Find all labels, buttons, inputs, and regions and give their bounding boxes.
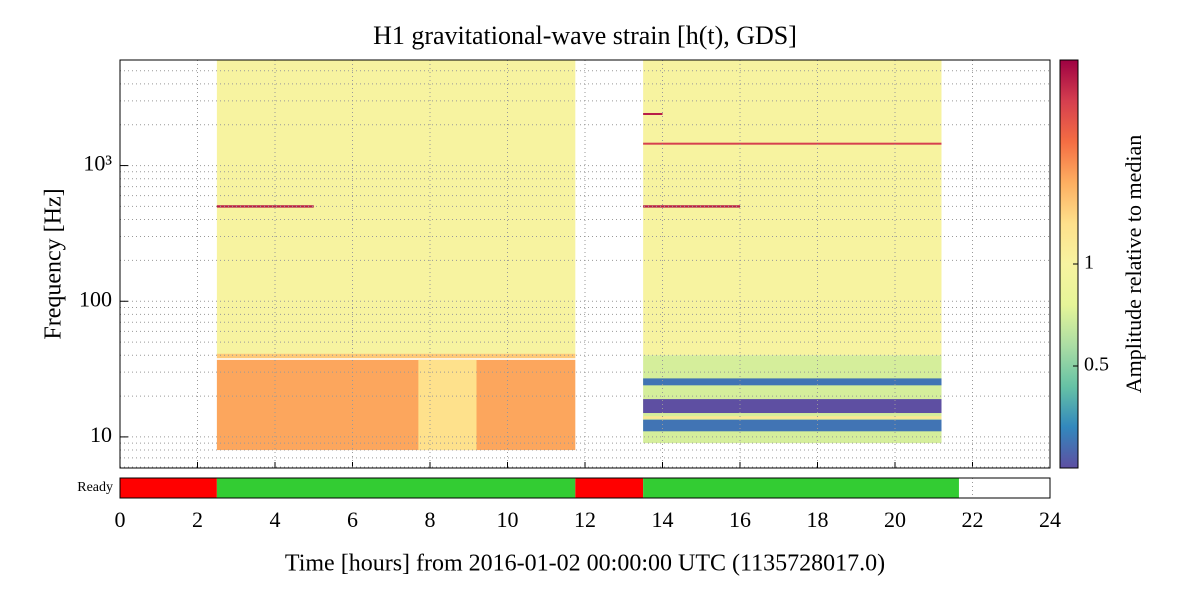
plot-frame (119, 59, 1051, 469)
spectrogram-tile (643, 419, 942, 432)
colorbar-label: Amplitude relative to median (1121, 135, 1146, 393)
chart-title: H1 gravitational-wave strain [h(t), GDS] (373, 21, 797, 50)
x-tick-label: 14 (652, 507, 674, 532)
state-label: Ready (77, 480, 113, 495)
spectrogram-tile (643, 205, 740, 208)
x-tick-label: 2 (192, 507, 203, 532)
y-axis-label: Frequency [Hz] (41, 188, 67, 339)
x-axis-label: Time [hours] from 2016-01-02 00:00:00 UT… (285, 551, 885, 577)
x-tick-label: 4 (270, 507, 281, 532)
x-tick-label: 24 (1039, 507, 1061, 532)
spectrogram-tile (216, 359, 576, 451)
spectrogram-tile (643, 112, 663, 115)
spectrogram-tile (643, 378, 942, 386)
spectrogram-tile (643, 142, 942, 145)
x-tick-label: 22 (962, 507, 984, 532)
spectrogram-tile (216, 60, 576, 356)
state-segment (120, 478, 217, 498)
spectrogram-tile (643, 60, 942, 356)
spectrogram-tile (643, 416, 942, 419)
x-tick-label: 12 (574, 507, 596, 532)
x-tick-label: 18 (807, 507, 829, 532)
spectrogram-tile (216, 353, 576, 359)
state-segment (216, 478, 576, 498)
x-tick-label: 20 (884, 507, 906, 532)
state-segment (575, 478, 644, 498)
state-segment (643, 478, 959, 498)
x-tick-label: 8 (425, 507, 436, 532)
colorbar-tick-label: 1 (1084, 252, 1094, 274)
y-tick-label: 10³ (83, 151, 112, 176)
x-tick-label: 16 (729, 507, 751, 532)
x-tick-label: 6 (347, 507, 358, 532)
spectrogram-tile (643, 399, 942, 414)
y-tick-label: 100 (79, 286, 112, 311)
state-frame (119, 477, 1051, 499)
colorbar-tick-label: 0.5 (1084, 354, 1109, 376)
spectrogram-tile (418, 359, 477, 451)
x-tick-label: 0 (115, 507, 126, 532)
y-tick-label: 10 (90, 422, 112, 447)
spectrogram-tile (216, 205, 314, 208)
x-tick-label: 10 (497, 507, 519, 532)
